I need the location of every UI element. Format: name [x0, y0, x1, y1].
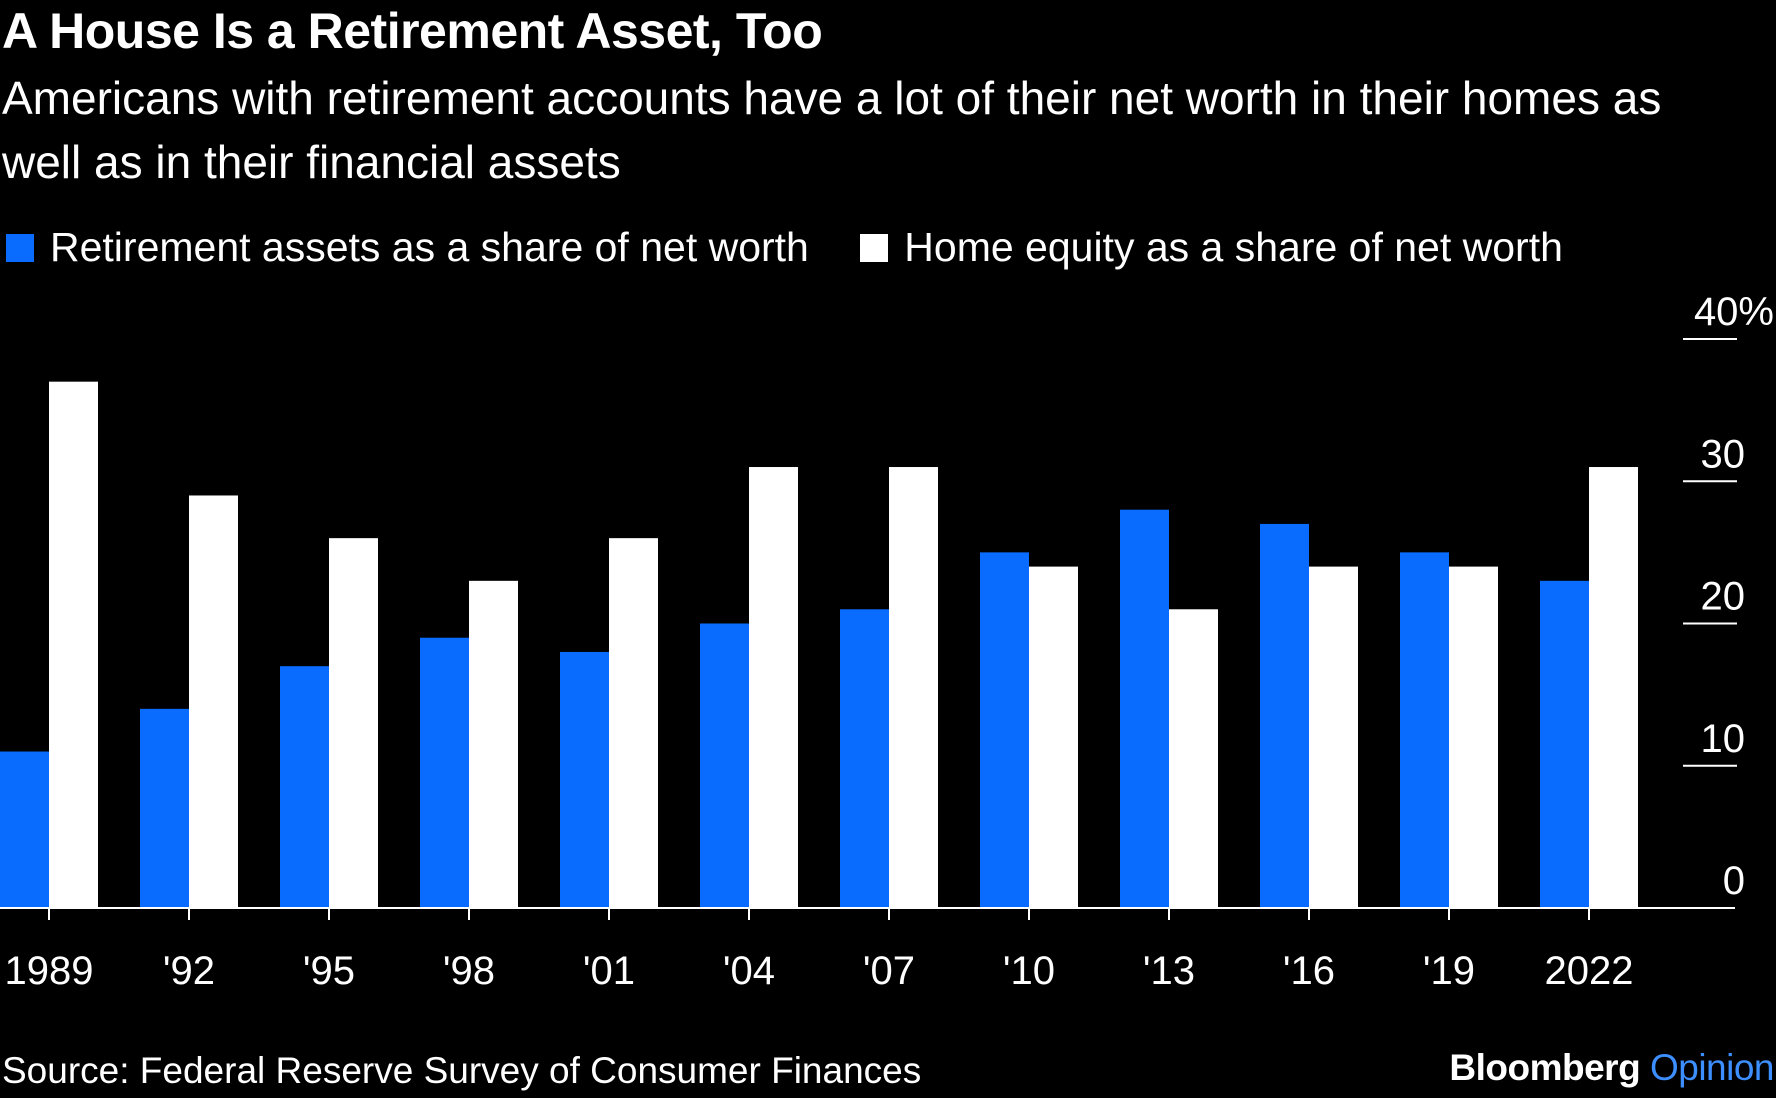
bar-retirement-8: [1120, 509, 1169, 908]
y-tick-label-3: 30: [1701, 432, 1746, 476]
source-note: Source: Federal Reserve Survey of Consum…: [2, 1050, 922, 1091]
bar-home-5: [749, 467, 798, 908]
bar-home-3: [469, 580, 518, 908]
x-tick-label-4: '01: [583, 949, 635, 993]
bar-home-2: [329, 538, 378, 908]
x-tick-label-7: '10: [1003, 949, 1055, 993]
brand-name: Bloomberg: [1449, 1047, 1641, 1088]
bar-retirement-11: [1540, 580, 1589, 908]
bar-home-4: [609, 538, 658, 908]
legend-item-home: Home equity as a share of net worth: [860, 224, 1563, 271]
chart-subtitle: Americans with retirement accounts have …: [2, 72, 1662, 188]
bar-retirement-3: [420, 637, 469, 908]
y-tick-label-2: 20: [1701, 575, 1746, 619]
bar-home-11: [1589, 467, 1638, 908]
x-tick-label-2: '95: [303, 949, 355, 993]
bar-retirement-7: [980, 552, 1029, 908]
bar-retirement-5: [700, 623, 749, 908]
x-tick-label-10: '19: [1423, 949, 1475, 993]
bar-home-0: [49, 381, 98, 908]
y-tick-label-4: 40%: [1694, 290, 1774, 334]
bar-home-7: [1029, 566, 1078, 908]
x-tick-label-9: '16: [1283, 949, 1335, 993]
x-tick-label-5: '04: [723, 949, 775, 993]
x-tick-label-8: '13: [1143, 949, 1195, 993]
x-tick-label-0: 1989: [5, 949, 94, 993]
legend-swatch-retirement: [6, 233, 34, 262]
bar-home-9: [1309, 566, 1358, 908]
bar-retirement-0: [0, 751, 49, 908]
brand-logo: Bloomberg Opinion: [1449, 1047, 1774, 1089]
bar-home-6: [889, 467, 938, 908]
legend-label-retirement: Retirement assets as a share of net wort…: [50, 224, 809, 270]
bar-home-8: [1169, 609, 1218, 908]
bar-home-10: [1449, 566, 1498, 908]
legend: Retirement assets as a share of net wort…: [6, 224, 1603, 272]
bar-retirement-2: [280, 666, 329, 908]
x-tick-label-1: '92: [163, 949, 215, 993]
bar-retirement-9: [1260, 523, 1309, 908]
legend-swatch-home: [860, 233, 889, 262]
bar-retirement-10: [1400, 552, 1449, 908]
x-tick-label-3: '98: [443, 949, 495, 993]
y-tick-label-0: 0: [1723, 859, 1745, 903]
bar-retirement-6: [840, 609, 889, 908]
y-tick-label-1: 10: [1701, 717, 1746, 761]
chart-title: A House Is a Retirement Asset, Too: [2, 3, 823, 59]
x-tick-label-6: '07: [863, 949, 915, 993]
bar-retirement-1: [140, 708, 189, 908]
x-tick-label-11: 2022: [1545, 949, 1634, 993]
legend-label-home: Home equity as a share of net worth: [904, 224, 1563, 270]
bar-home-1: [189, 495, 238, 908]
legend-item-retirement: Retirement assets as a share of net wort…: [6, 224, 809, 271]
bar-retirement-4: [560, 651, 609, 908]
brand-section: Opinion: [1649, 1047, 1775, 1088]
